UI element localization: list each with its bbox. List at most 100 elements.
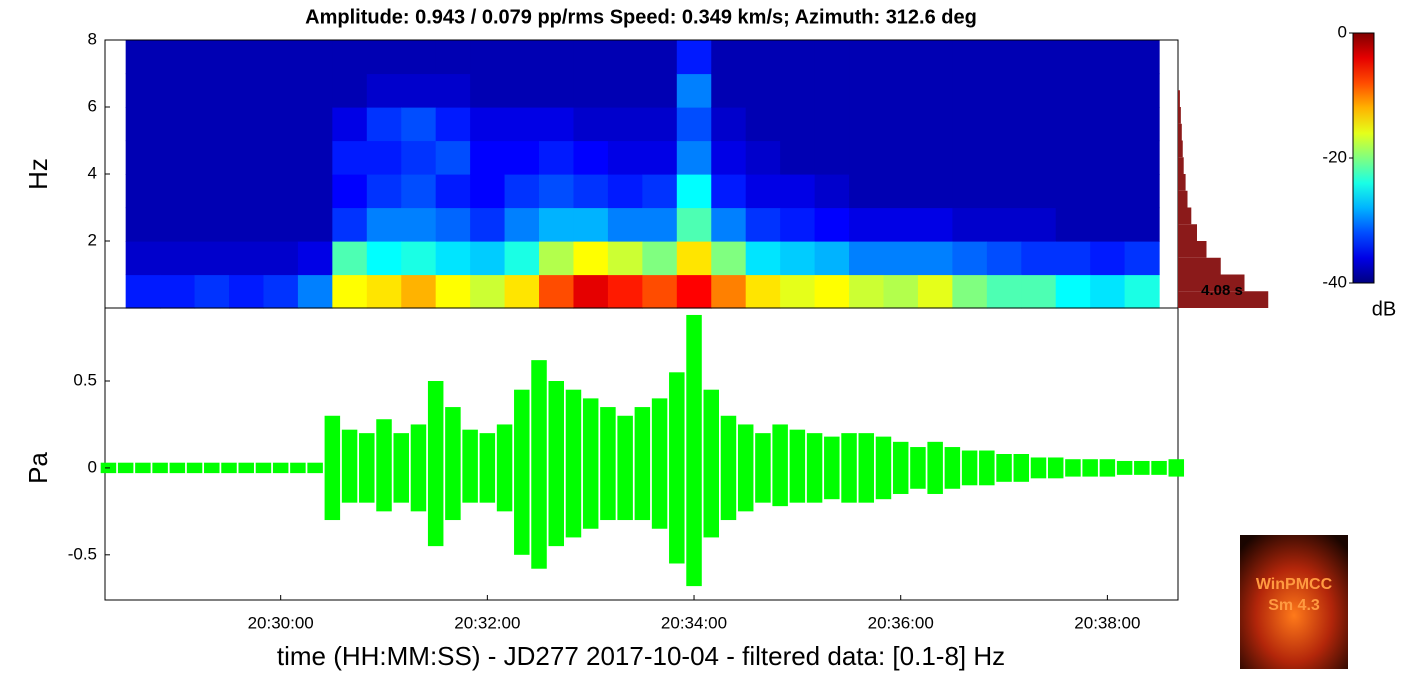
spectrogram-cell [849, 174, 884, 208]
y-tick-label: -0.5 [68, 544, 97, 563]
spectrogram-cell [401, 174, 436, 208]
spectrogram-cell [883, 74, 918, 108]
spectrogram-cell [539, 107, 574, 141]
spectrogram-cell [677, 241, 712, 275]
waveform-envelope [945, 447, 961, 489]
waveform-envelope [669, 372, 685, 563]
spectrogram-cell [642, 174, 677, 208]
spectrogram-cell [367, 208, 402, 242]
spectrogram-cell [1056, 275, 1091, 309]
spectrogram-cell [573, 107, 608, 141]
spectrogram-cell [1090, 208, 1125, 242]
y-axis-label: Pa [23, 452, 53, 484]
colorbar-label: dB [1372, 298, 1396, 320]
histogram-bar [1178, 174, 1186, 191]
spectrogram-cell [815, 174, 850, 208]
spectrogram-cell [436, 208, 471, 242]
spectrogram-cell [436, 241, 471, 275]
spectrogram-cell [401, 40, 436, 74]
waveform-envelope [996, 454, 1012, 482]
spectrogram-cell [539, 174, 574, 208]
spectrogram-cell [815, 107, 850, 141]
spectrogram-cell [746, 174, 781, 208]
spectrogram-cell [952, 74, 987, 108]
spectrogram-cell [987, 275, 1022, 309]
spectrogram-cell [952, 208, 987, 242]
spectrogram-cell [1056, 241, 1091, 275]
spectrogram-cell [160, 241, 195, 275]
spectrogram-cell [539, 40, 574, 74]
logo-version: Sm 4.3 [1268, 597, 1320, 614]
spectrogram-cell [539, 74, 574, 108]
spectrogram-cell [1056, 208, 1091, 242]
waveform-envelope [238, 463, 254, 473]
waveform-envelope [497, 424, 513, 511]
waveform-envelope [841, 433, 857, 503]
spectrogram-cell [608, 241, 643, 275]
spectrogram-cell [229, 107, 264, 141]
spectrogram-cell [815, 40, 850, 74]
spectrogram-cell [642, 40, 677, 74]
histogram-bar [1178, 241, 1207, 258]
spectrogram-cell [815, 241, 850, 275]
spectrogram-cell [987, 40, 1022, 74]
spectrogram-cell [918, 275, 953, 309]
spectrogram-cell [126, 40, 161, 74]
spectrogram-cell [780, 275, 815, 309]
spectrogram-cell [332, 40, 367, 74]
spectrogram-cell [505, 40, 540, 74]
waveform-envelope [1134, 461, 1150, 475]
waveform-envelope [1014, 454, 1030, 482]
spectrogram-cell [436, 275, 471, 309]
histogram-bar [1178, 191, 1188, 208]
spectrogram-cell [1021, 74, 1056, 108]
spectrogram-cell [1021, 208, 1056, 242]
waveform-envelope [170, 463, 186, 473]
spectrogram-cell [608, 40, 643, 74]
waveform-envelope [325, 416, 341, 520]
spectrogram-cell [126, 275, 161, 309]
spectrogram-cell [918, 241, 953, 275]
waveform-envelope [342, 430, 358, 503]
spectrogram-cell [263, 107, 298, 141]
spectrogram-cell [126, 241, 161, 275]
spectrogram-cell [126, 174, 161, 208]
spectrogram-cell [883, 141, 918, 175]
waveform-envelope [204, 463, 220, 473]
spectrogram-cell [160, 40, 195, 74]
spectrogram-cell [470, 40, 505, 74]
waveform-envelope [1117, 461, 1133, 475]
waveform-envelope [859, 433, 875, 503]
spectrogram-cell [883, 275, 918, 309]
y-tick-label: 8 [88, 29, 97, 48]
spectrogram-cell [332, 74, 367, 108]
waveform-envelope [893, 442, 909, 494]
histogram-bar [1178, 157, 1184, 174]
spectrogram-cell [332, 141, 367, 175]
spectrogram-cell [298, 208, 333, 242]
spectrogram-cell [401, 241, 436, 275]
spectrogram-cell [539, 241, 574, 275]
logo-name: WinPMCC [1256, 576, 1333, 593]
spectrogram-cell [849, 241, 884, 275]
spectrogram-cell [436, 174, 471, 208]
spectrogram-cell [780, 208, 815, 242]
spectrogram-cell [815, 141, 850, 175]
spectrogram-cell [987, 241, 1022, 275]
waveform-envelope [187, 463, 203, 473]
spectrogram-cell [332, 174, 367, 208]
waveform-envelope [721, 416, 737, 520]
spectrogram-cell [263, 241, 298, 275]
waveform-envelope [118, 463, 134, 473]
spectrogram-cell [160, 107, 195, 141]
waveform-envelope [807, 433, 823, 503]
spectrogram-cell [367, 40, 402, 74]
waveform-envelope [600, 407, 616, 520]
spectrogram-cell [608, 74, 643, 108]
spectrogram-cell [1090, 40, 1125, 74]
spectrogram-cell [263, 141, 298, 175]
waveform-envelope [480, 433, 496, 503]
waveform-envelope [221, 463, 237, 473]
x-tick-label: 20:30:00 [248, 613, 314, 632]
spectrogram-cell [332, 241, 367, 275]
